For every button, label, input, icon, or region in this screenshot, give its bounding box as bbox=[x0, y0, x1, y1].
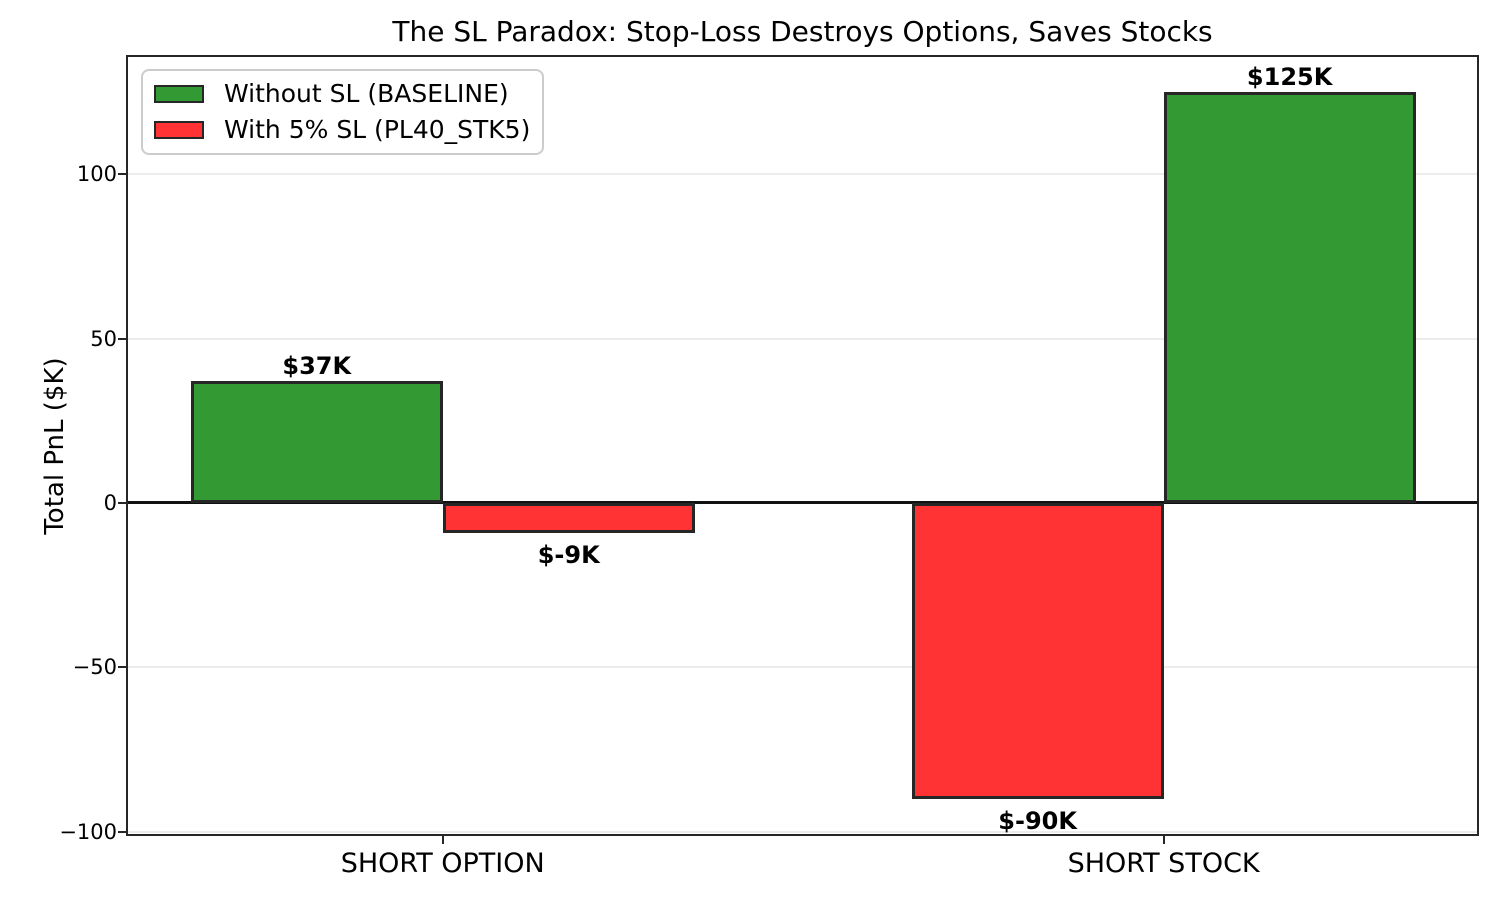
legend-swatch-icon bbox=[154, 120, 204, 139]
y-tick bbox=[118, 666, 128, 669]
x-tick-label: SHORT STOCK bbox=[1067, 848, 1260, 879]
x-tick bbox=[1162, 834, 1165, 844]
legend-entry: With 5% SL (PL40_STK5) bbox=[154, 115, 530, 144]
chart-title: The SL Paradox: Stop-Loss Destroys Optio… bbox=[392, 15, 1213, 48]
bar-value-label: $125K bbox=[1246, 63, 1333, 92]
y-tick bbox=[118, 173, 128, 176]
y-tick-label: −50 bbox=[72, 655, 117, 680]
bar-short-option-1 bbox=[442, 502, 695, 533]
legend: Without SL (BASELINE) With 5% SL (PL40_ST… bbox=[141, 69, 545, 155]
gridline bbox=[128, 337, 1477, 340]
gridline bbox=[128, 830, 1477, 833]
y-tick-label: 0 bbox=[103, 490, 117, 515]
bar-value-label: $-90K bbox=[998, 806, 1077, 835]
y-tick bbox=[118, 337, 128, 340]
legend-entry: Without SL (BASELINE) bbox=[154, 79, 530, 108]
gridline bbox=[128, 666, 1477, 669]
bar-short-stock-1 bbox=[1163, 92, 1416, 503]
y-tick-label: −100 bbox=[59, 819, 117, 844]
legend-label: With 5% SL (PL40_STK5) bbox=[224, 115, 531, 144]
bar-short-stock-0 bbox=[911, 502, 1164, 799]
legend-swatch-icon bbox=[154, 84, 204, 103]
y-tick bbox=[118, 501, 128, 504]
x-tick bbox=[441, 834, 444, 844]
bar-short-option-0 bbox=[190, 381, 443, 503]
plot-area: $37K $-9K $-90K $125K 100 50 0 −50 −100 SHORT OPT… bbox=[59, 55, 1479, 879]
bar-value-label: $-9K bbox=[537, 540, 600, 569]
y-tick bbox=[118, 830, 128, 833]
bar-value-label: $37K bbox=[282, 352, 352, 381]
x-tick-label: SHORT OPTION bbox=[340, 848, 545, 879]
zero-line bbox=[128, 501, 1477, 505]
gridline bbox=[128, 173, 1477, 176]
y-tick-label: 100 bbox=[76, 162, 117, 187]
legend-label: Without SL (BASELINE) bbox=[224, 79, 509, 108]
y-tick-label: 50 bbox=[90, 326, 117, 351]
